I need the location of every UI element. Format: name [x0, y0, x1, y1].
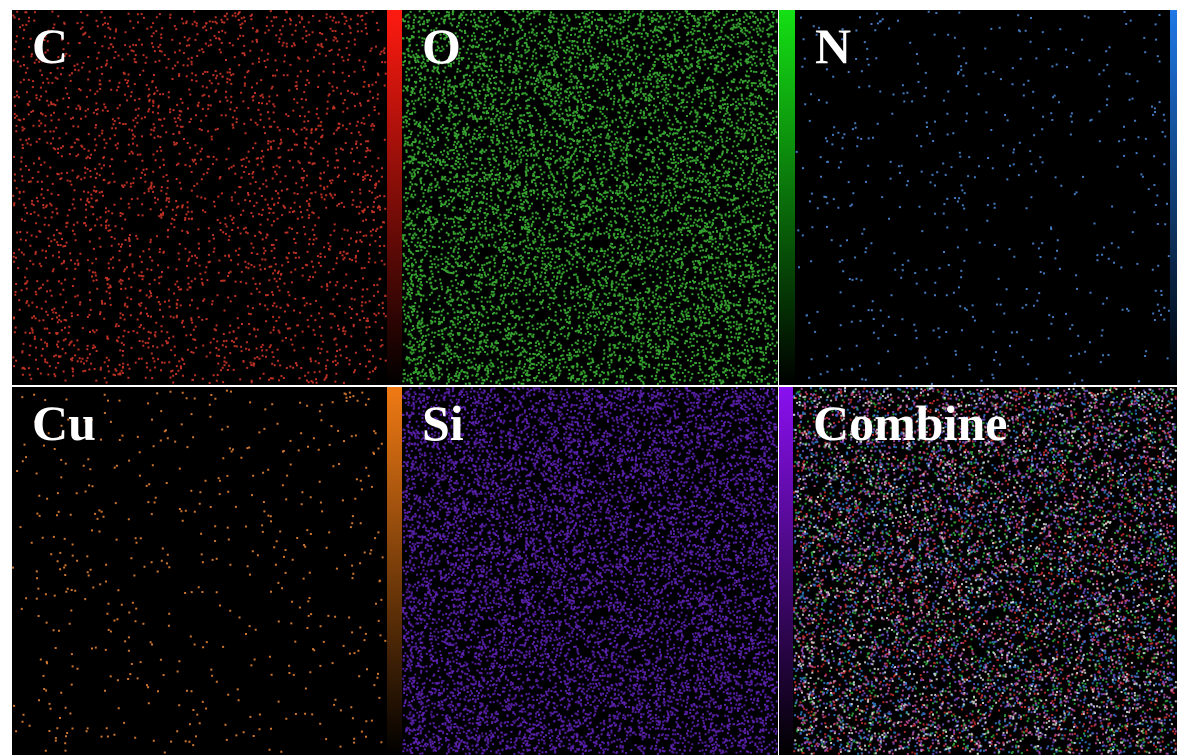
map-panel: Si: [402, 387, 793, 755]
colorbar: [779, 387, 793, 755]
element-label: Si: [422, 395, 464, 451]
element-label: N: [815, 18, 851, 74]
element-label: Combine: [813, 395, 1007, 451]
colorbar: [387, 387, 402, 755]
colorbar: [779, 10, 795, 385]
colorbar: [1170, 10, 1177, 385]
map-panel: N: [795, 10, 1177, 385]
map-panel: Combine: [793, 387, 1177, 755]
map-panel: O: [402, 10, 795, 385]
panel-background: [12, 10, 387, 385]
element-label: C: [32, 18, 68, 74]
element-label: O: [422, 18, 461, 74]
map-panel: Cu: [12, 387, 402, 755]
page: CONCuSiCombine (() => { const data = JSO…: [0, 0, 1177, 755]
eds-mapping-figure: C O N Cu Si Combine: [0, 0, 1177, 755]
map-panel: C: [12, 10, 402, 385]
colorbar: [387, 10, 402, 385]
element-label: Cu: [32, 395, 96, 451]
panel-background: [795, 10, 1170, 385]
